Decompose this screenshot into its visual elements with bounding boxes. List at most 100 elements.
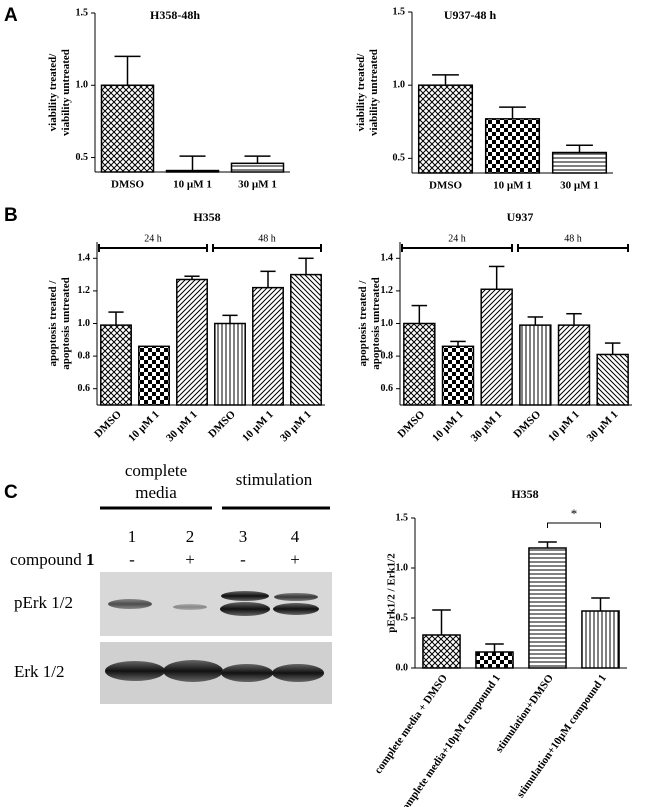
y-axis-label: apoptosis treated / — [47, 280, 59, 367]
x-tick-label: 10 µM 1 — [430, 408, 466, 444]
chart-title: H358-48h — [150, 8, 200, 22]
y-tick-label: 1.0 — [393, 79, 406, 90]
error-bar — [244, 155, 271, 164]
y-tick-label: 1.5 — [396, 512, 409, 523]
y-tick-label: 1.2 — [78, 285, 91, 296]
group-label: 24 h — [144, 233, 162, 244]
bar — [441, 345, 475, 406]
bar — [252, 286, 284, 406]
x-tick-label: 30 µM 1 — [585, 408, 621, 444]
lane-number: 3 — [239, 527, 248, 546]
bar — [519, 324, 552, 406]
error-bar — [222, 314, 238, 324]
error-bar — [485, 643, 504, 652]
error-bar — [488, 265, 505, 290]
error-bar — [527, 316, 544, 326]
x-tick-label: 30 µM 1 — [560, 180, 599, 192]
error-bar — [432, 74, 459, 86]
bar — [475, 651, 514, 669]
y-axis-label: viability treated/ — [47, 53, 59, 132]
x-tick-label: 30 µM 1 — [164, 408, 200, 444]
y-axis-label: apoptosis untreated — [60, 277, 72, 369]
y-tick-label: 0.6 — [381, 383, 394, 394]
treatment-bold: 1 — [86, 550, 95, 569]
y-axis-label: viability untreated — [60, 49, 72, 136]
error-bar — [591, 597, 610, 611]
bar — [403, 322, 436, 406]
chart-title: U937 — [507, 210, 534, 224]
x-tick-label: 10 µM 1 — [546, 408, 582, 444]
y-tick-label: 0.5 — [396, 612, 409, 623]
y-tick-label: 0.5 — [76, 152, 89, 163]
chart-title: H358 — [511, 487, 538, 501]
y-axis-label: pErk1/2 / Erk1/2 — [386, 553, 398, 633]
x-tick-label: complete media+10µM compound 1 — [397, 672, 503, 807]
group-bracket — [98, 244, 208, 252]
x-tick-label: DMSO — [92, 408, 124, 440]
y-tick-label: 1.5 — [393, 6, 406, 17]
bar — [484, 118, 541, 174]
y-tick-label: 0.8 — [381, 350, 394, 361]
y-tick-label: 1.0 — [76, 80, 89, 91]
bar — [230, 162, 285, 173]
x-tick-label: DMSO — [111, 179, 144, 191]
group-label: complete — [125, 461, 187, 480]
y-tick-label: 0.0 — [396, 662, 409, 673]
y-tick-label: 0.5 — [393, 153, 406, 164]
y-tick-label: 1.0 — [78, 318, 91, 329]
lane-number: 4 — [291, 527, 300, 546]
x-tick-label: 10 µM 1 — [126, 408, 162, 444]
treatment-sign: - — [129, 550, 135, 569]
group-label: media — [135, 483, 177, 502]
error-bar — [499, 106, 526, 119]
treatment-sign: + — [290, 550, 300, 569]
bar — [422, 634, 461, 669]
y-tick-label: 1.2 — [381, 285, 394, 296]
bar — [138, 345, 170, 406]
chart-title: U937-48 h — [444, 8, 497, 22]
bar — [165, 169, 220, 173]
panel-letter: B — [4, 205, 18, 226]
bar — [100, 324, 132, 406]
significance-bracket — [547, 522, 601, 528]
x-tick-label: 10 µM 1 — [493, 180, 532, 192]
error-bar — [450, 340, 466, 347]
x-tick-label: 10 µM 1 — [240, 408, 276, 444]
error-bar — [566, 144, 593, 153]
bar — [290, 273, 322, 406]
bar — [596, 353, 629, 406]
y-tick-label: 1.5 — [76, 7, 89, 18]
group-label: 48 h — [564, 233, 582, 244]
group-bracket — [401, 244, 513, 252]
y-axis-label: viability untreated — [368, 49, 380, 136]
x-tick-label: DMSO — [395, 408, 427, 440]
error-bar — [298, 257, 314, 275]
y-tick-label: 0.8 — [78, 350, 91, 361]
bar — [581, 610, 620, 669]
bar — [176, 278, 208, 406]
bar — [551, 151, 608, 174]
treatment-sign: + — [185, 550, 195, 569]
group-label: stimulation — [236, 470, 313, 489]
x-tick-label: 30 µM 1 — [469, 408, 505, 444]
group-bracket — [212, 244, 322, 252]
y-tick-label: 1.0 — [381, 318, 394, 329]
x-tick-label: 10 µM 1 — [173, 179, 212, 191]
error-bar — [432, 609, 451, 635]
treatment-label: compound 1 — [10, 550, 95, 569]
bar — [214, 322, 246, 406]
bar — [528, 547, 567, 669]
panel-letter: C — [4, 482, 18, 503]
row-label: pErk 1/2 — [14, 593, 73, 612]
error-bar — [179, 155, 206, 171]
y-tick-label: 1.0 — [396, 562, 409, 573]
error-bar — [604, 342, 621, 355]
error-bar — [184, 275, 200, 280]
group-label: 24 h — [448, 233, 466, 244]
x-tick-label: 30 µM 1 — [238, 179, 277, 191]
chart-title: H358 — [193, 210, 220, 224]
x-tick-label: DMSO — [429, 180, 462, 192]
error-bar — [538, 541, 557, 548]
x-tick-label: stimulation+10µM compound 1 — [514, 672, 609, 800]
